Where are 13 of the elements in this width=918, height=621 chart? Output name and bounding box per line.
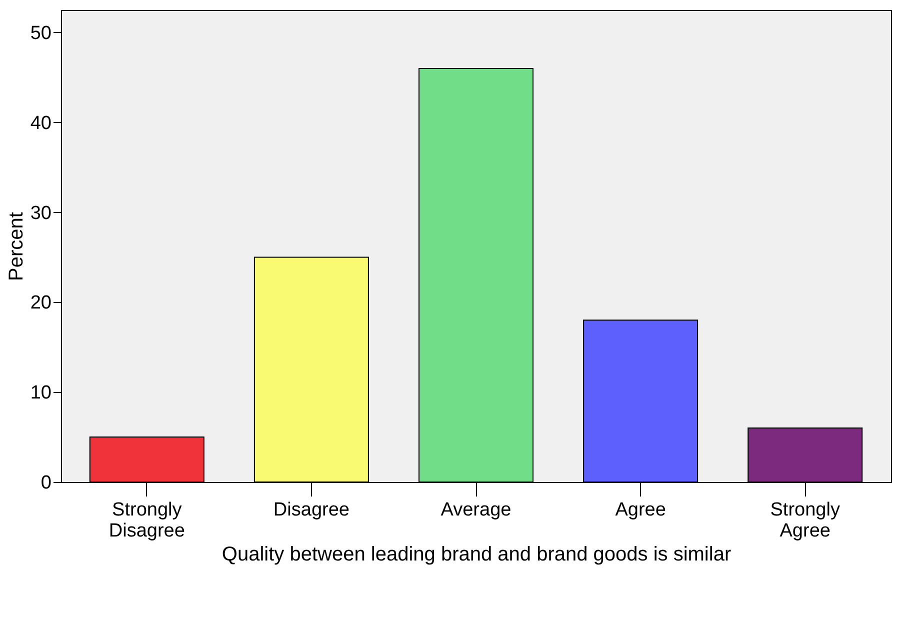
x-axis-title: Quality between leading brand and brand goods is similar	[222, 544, 732, 566]
x-tick-label: Average	[440, 500, 512, 520]
x-tick-label: Agree	[615, 500, 666, 520]
y-tick-label: 50	[30, 22, 52, 44]
y-tick-label: 20	[30, 292, 52, 314]
y-tick-label: 10	[30, 382, 52, 404]
y-tick-label: 30	[30, 202, 52, 224]
x-tick-label: Strongly Disagree	[108, 500, 185, 542]
y-tick-label: 0	[40, 472, 52, 494]
y-tick-label: 40	[30, 112, 52, 134]
y-axis-title: Percent	[5, 212, 28, 281]
x-tick-label: Strongly Agree	[770, 500, 840, 542]
x-tick-label: Disagree	[273, 500, 350, 520]
